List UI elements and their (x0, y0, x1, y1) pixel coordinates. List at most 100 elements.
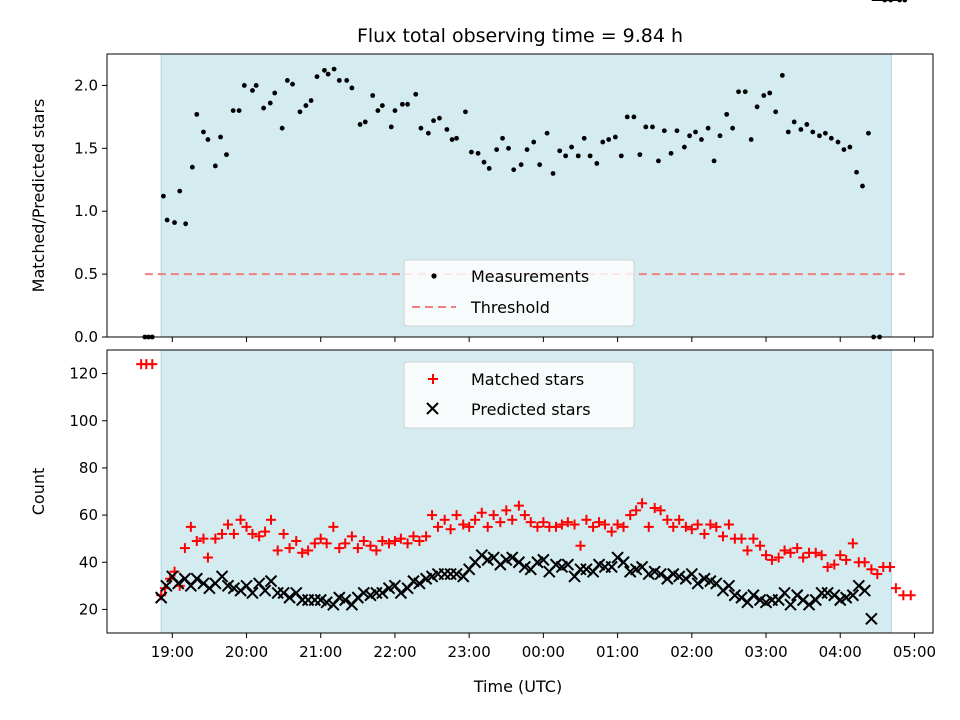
matched-stars-point (761, 550, 772, 561)
y-tick-label: 1.0 (74, 202, 98, 220)
measurement-point (375, 108, 381, 113)
chart-title: Flux total observing time = 9.84 h (357, 25, 683, 47)
matched-stars-point (736, 533, 747, 544)
count-series (136, 0, 916, 626)
count-legend: Matched stars Predicted stars (403, 361, 635, 429)
measurement-point (183, 221, 189, 227)
matched-stars-point (723, 519, 734, 530)
measurement-point (437, 115, 442, 121)
y-tick-label: 80 (79, 459, 98, 477)
matched-stars-point (309, 538, 320, 549)
matched-stars-point (507, 514, 518, 525)
measurement-point (661, 128, 667, 134)
predicted-stars-point (691, 577, 704, 590)
matched-stars-point (705, 519, 716, 530)
matched-stars-point (198, 533, 209, 544)
measurement-point (612, 134, 618, 140)
matched-stars-point (272, 545, 283, 556)
measurement-point (724, 111, 730, 117)
matched-stars-point (798, 552, 809, 563)
measurement-point (284, 78, 290, 83)
measurement-point (587, 153, 593, 159)
measurement-point (822, 130, 828, 136)
matched-stars-point (340, 538, 351, 549)
matched-stars-point (816, 550, 827, 561)
measurement-point (230, 108, 236, 113)
measurement-point (388, 124, 394, 130)
matched-stars-point (766, 554, 777, 565)
y-tick-label: 2.0 (74, 76, 98, 94)
predicted-stars-point (846, 589, 860, 602)
measurement-point (687, 133, 692, 139)
matched-stars-point (755, 540, 766, 551)
measurement-point (172, 220, 177, 225)
matched-stars-point (773, 552, 784, 563)
predicted-stars-point (654, 567, 667, 581)
matched-stars-point (439, 514, 450, 525)
matched-stars-point (260, 526, 271, 537)
measurement-point (506, 145, 511, 151)
measurement-point (322, 67, 327, 73)
measurement-point (331, 66, 337, 72)
matched-stars-point (482, 521, 493, 532)
predicted-stars-point (227, 581, 241, 595)
predicted-stars-point (605, 560, 618, 574)
measurement-point (761, 93, 767, 98)
x-tick-label: 03:00 (744, 643, 787, 661)
measurement-point (241, 83, 247, 88)
measurement-point (250, 88, 255, 93)
measurement-point (866, 130, 871, 136)
matched-stars-point (905, 590, 916, 601)
measurement-point (847, 144, 853, 150)
measurement-point (201, 129, 206, 135)
predicted-stars-point (685, 567, 699, 581)
measurement-point (581, 135, 587, 141)
predicted-stars-point (821, 586, 834, 600)
measurement-point (557, 148, 563, 154)
matched-stars-point (476, 507, 487, 518)
matched-stars-point (210, 533, 221, 544)
measurement-point (392, 108, 398, 113)
matched-stars-point (235, 514, 246, 525)
predicted-stars-point (320, 596, 333, 609)
matched-stars-point (321, 538, 332, 549)
count-panel-frame (106, 349, 934, 634)
measurement-point (624, 114, 630, 120)
predicted-stars-point (376, 586, 389, 600)
measurement-point (494, 147, 500, 152)
matched-stars-point (470, 514, 481, 525)
measurement-point (537, 162, 543, 168)
measurement-point (297, 109, 303, 115)
measurement-point (544, 130, 550, 136)
measurement-point (405, 101, 410, 107)
predicted-stars-point (190, 572, 204, 585)
matched-stars-point (680, 521, 691, 532)
matched-stars-point (147, 359, 158, 370)
matched-stars-point (556, 519, 567, 530)
matched-stars-point (303, 545, 314, 556)
measurement-point (272, 90, 278, 96)
measurement-point (500, 135, 505, 141)
measurement-point (357, 122, 363, 127)
measurement-point (650, 124, 655, 130)
count-y-axis-label: Count (29, 468, 48, 516)
predicted-stars-point (839, 591, 853, 604)
predicted-stars-point (172, 577, 185, 590)
count-legend-box (403, 361, 635, 429)
measurement-point (370, 93, 376, 98)
matched-stars-point (581, 514, 592, 525)
matched-stars-point (779, 545, 790, 556)
matched-stars-point (458, 519, 469, 530)
matched-stars-point (371, 545, 382, 556)
measurement-point (362, 119, 368, 125)
measurement-point (279, 125, 285, 131)
measurement-point (524, 147, 530, 152)
matched-stars-point (699, 528, 710, 539)
legend-threshold-label: Threshold (470, 298, 550, 317)
predicted-stars-point (450, 567, 463, 581)
matched-stars-point (594, 517, 605, 528)
measurement-point (563, 153, 569, 159)
measurement-point (791, 119, 797, 125)
measurement-point (600, 139, 606, 145)
predicted-stars-point (865, 612, 878, 626)
